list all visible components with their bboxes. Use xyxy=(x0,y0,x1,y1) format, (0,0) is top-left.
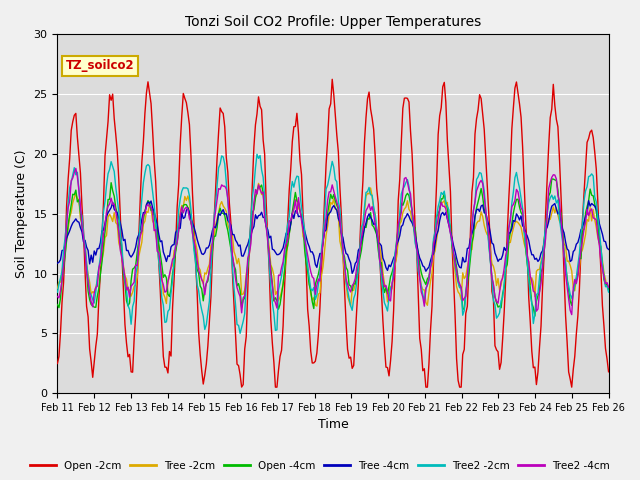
X-axis label: Time: Time xyxy=(317,419,348,432)
Y-axis label: Soil Temperature (C): Soil Temperature (C) xyxy=(15,149,28,278)
Text: TZ_soilco2: TZ_soilco2 xyxy=(66,60,134,72)
Legend: Open -2cm, Tree -2cm, Open -4cm, Tree -4cm, Tree2 -2cm, Tree2 -4cm: Open -2cm, Tree -2cm, Open -4cm, Tree -4… xyxy=(26,456,614,475)
Title: Tonzi Soil CO2 Profile: Upper Temperatures: Tonzi Soil CO2 Profile: Upper Temperatur… xyxy=(185,15,481,29)
